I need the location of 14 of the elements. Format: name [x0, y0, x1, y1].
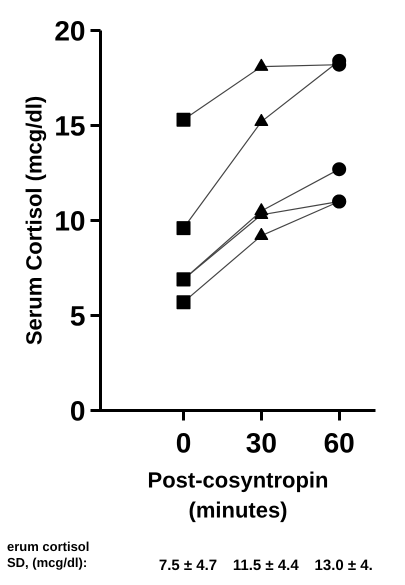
x-tick-label: 60 — [324, 428, 355, 458]
y-tick-label: 10 — [54, 206, 86, 236]
text: 13.0 ± 4. — [314, 556, 374, 576]
y-tick-label: 5 — [70, 300, 86, 332]
y-tick-label: 0 — [70, 396, 86, 426]
text: 7.5 ± 4.7 — [158, 556, 218, 576]
x-axis-title: Post-cosyntropin (minutes) — [148, 468, 328, 522]
y-tick-label: 15 — [54, 110, 86, 142]
y-axis-title: Serum Cortisol (mcg/dl) — [21, 96, 46, 346]
x-tick-label: 0 — [176, 428, 192, 458]
text: 11.5 ± 4.4 — [232, 556, 300, 576]
text: erum cortisol SD, (mcg/dl): — [7, 539, 90, 571]
x-tick-label: 30 — [246, 428, 277, 458]
y-tick-label: 20 — [54, 16, 86, 46]
